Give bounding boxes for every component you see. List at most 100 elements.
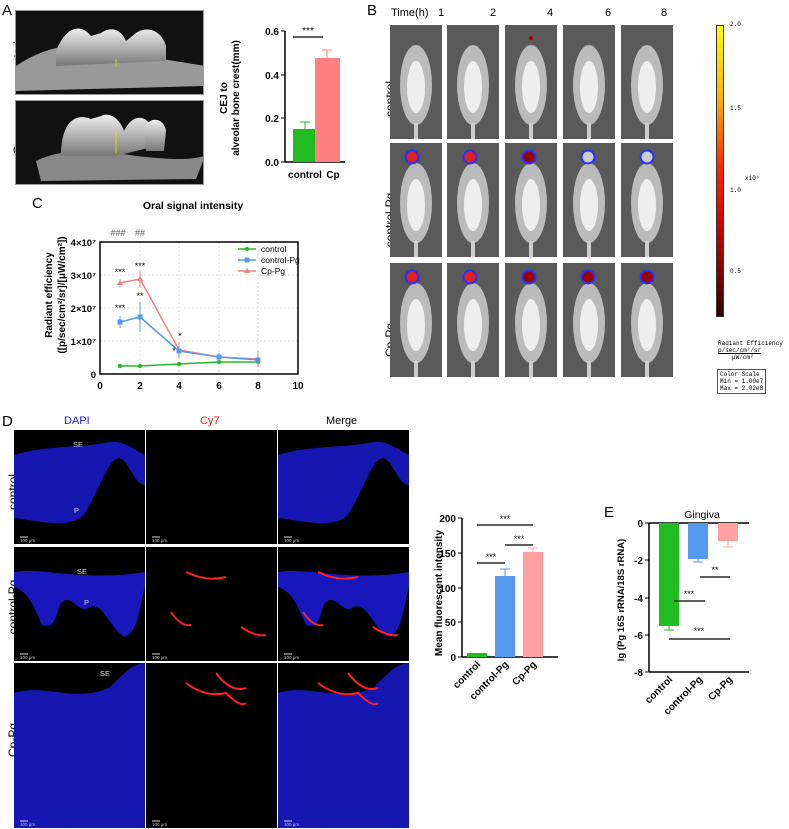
svg-text:0: 0 bbox=[91, 370, 96, 381]
svg-text:P: P bbox=[74, 506, 79, 515]
svg-text:100 μm: 100 μm bbox=[284, 655, 299, 660]
svg-text:0.0: 0.0 bbox=[265, 158, 279, 169]
ivis-mouse-image bbox=[505, 25, 557, 139]
y-axis-label: CEJ to alveolar bone crest(mm) bbox=[219, 40, 242, 156]
fluorescence-image: 100 μm bbox=[146, 547, 277, 661]
svg-text:##: ## bbox=[135, 228, 145, 238]
svg-text:###: ### bbox=[110, 228, 125, 238]
ivis-mouse-image bbox=[447, 143, 499, 257]
fluorescence-image: 100 μm bbox=[278, 547, 409, 661]
svg-text:Cp: Cp bbox=[326, 170, 339, 181]
panel-label-a: A bbox=[2, 2, 13, 19]
ivis-mouse-image bbox=[390, 25, 442, 139]
colorbar-title: Radiant Efficiency p/sec/cm²/sr μW/cm² bbox=[718, 340, 783, 361]
svg-text:4: 4 bbox=[176, 381, 182, 392]
svg-text:0.4: 0.4 bbox=[265, 71, 279, 82]
svg-text:100 μm: 100 μm bbox=[284, 822, 299, 827]
svg-text:100 μm: 100 μm bbox=[20, 538, 35, 543]
colorbar-multiplier: x10⁸ bbox=[745, 175, 760, 182]
svg-text:-2: -2 bbox=[634, 556, 643, 567]
svg-text:100 μm: 100 μm bbox=[284, 538, 299, 543]
svg-text:SE: SE bbox=[73, 440, 83, 449]
fluorescence-image: SE P 100 μm bbox=[14, 547, 145, 661]
svg-text:1×10⁷: 1×10⁷ bbox=[71, 337, 96, 348]
chart-a-cej-bar: CEJ to alveolar bone crest(mm) 0.0 0.2 0… bbox=[219, 26, 345, 181]
svg-text:***: *** bbox=[486, 552, 497, 562]
color-scale-box: Color Scale Min = 1.00e7 Max = 2.02e8 bbox=[717, 369, 767, 394]
svg-text:200: 200 bbox=[439, 515, 456, 525]
panel-label-c: C bbox=[32, 195, 43, 212]
panel-label-d: D bbox=[2, 413, 13, 430]
colorbar-tick-0.5: 0.5 bbox=[730, 268, 741, 275]
channel-label-dapi: DAPI bbox=[64, 415, 90, 427]
svg-text:6: 6 bbox=[216, 381, 222, 392]
fluorescence-image: 100 μm bbox=[278, 663, 409, 828]
svg-text:150: 150 bbox=[439, 549, 456, 560]
timepoint-1: 1 bbox=[438, 7, 445, 19]
svg-text:100 μm: 100 μm bbox=[20, 655, 35, 660]
ivis-mouse-image bbox=[563, 143, 615, 257]
svg-text:alveolar bone crest(mm): alveolar bone crest(mm) bbox=[231, 40, 242, 156]
svg-text:Mean fluorescent intensity: Mean fluorescent intensity bbox=[434, 529, 445, 656]
svg-text:-8: -8 bbox=[634, 668, 643, 679]
legend: control control-Pg Cp-Pg bbox=[238, 244, 300, 276]
ivis-mouse-image bbox=[621, 143, 673, 257]
svg-text:**: ** bbox=[136, 291, 144, 301]
svg-text:Cp-Pg: Cp-Pg bbox=[707, 674, 736, 703]
svg-text:***: *** bbox=[514, 534, 525, 544]
ivis-mouse-image bbox=[563, 263, 615, 377]
colorbar-tick-1.5: 1.5 bbox=[730, 105, 741, 112]
svg-text:([p/sec/cm²/sr]/[μW/cm²]): ([p/sec/cm²/sr]/[μW/cm²]) bbox=[57, 236, 68, 353]
svg-text:2: 2 bbox=[137, 381, 143, 392]
ivis-mouse-image bbox=[390, 143, 442, 257]
svg-text:Oral signal intensity: Oral signal intensity bbox=[143, 200, 244, 212]
svg-text:0: 0 bbox=[450, 653, 456, 664]
svg-text:-4: -4 bbox=[634, 594, 643, 605]
svg-text:Gingiva: Gingiva bbox=[684, 509, 720, 521]
svg-text:*: * bbox=[178, 331, 182, 341]
svg-text:***: *** bbox=[115, 267, 126, 277]
colorbar-tick-1.0: 1.0 bbox=[730, 187, 741, 194]
svg-text:**: ** bbox=[711, 565, 719, 575]
svg-text:100 μm: 100 μm bbox=[152, 655, 167, 660]
bar-cp bbox=[315, 58, 340, 162]
svg-text:10: 10 bbox=[292, 381, 304, 392]
svg-text:0.2: 0.2 bbox=[265, 114, 279, 125]
bar-control bbox=[293, 129, 318, 162]
y-axis-label: Radiant efficiency ([p/sec/cm²/sr]/[μW/c… bbox=[44, 236, 68, 353]
svg-text:8: 8 bbox=[255, 381, 261, 392]
ivis-mouse-image bbox=[447, 263, 499, 377]
svg-text:3×10⁷: 3×10⁷ bbox=[71, 271, 96, 282]
fluorescence-image: 100 μm bbox=[146, 663, 277, 828]
svg-text:P: P bbox=[84, 598, 89, 607]
svg-text:***: *** bbox=[684, 589, 695, 599]
chart-c-oral-signal-line: Oral signal intensity Radiant efficiency… bbox=[44, 200, 304, 392]
svg-text:Cp-Pg: Cp-Pg bbox=[261, 266, 285, 276]
svg-text:CEJ to: CEJ to bbox=[219, 82, 230, 114]
ivis-mouse-image bbox=[390, 263, 442, 377]
svg-text:100: 100 bbox=[439, 584, 456, 595]
svg-text:0.6: 0.6 bbox=[265, 27, 279, 38]
fluorescence-image: 100 μm bbox=[278, 430, 409, 544]
svg-text:control: control bbox=[288, 170, 322, 181]
colorbar-tick-2.0: 2.0 bbox=[730, 21, 741, 28]
ivis-mouse-image bbox=[621, 25, 673, 139]
svg-text:100 μm: 100 μm bbox=[152, 538, 167, 543]
timepoint-2: 2 bbox=[490, 7, 497, 19]
svg-text:***: *** bbox=[500, 515, 511, 524]
microct-image-cp bbox=[15, 100, 204, 185]
svg-text:Cp-Pg: Cp-Pg bbox=[511, 659, 540, 688]
ivis-mouse-image bbox=[563, 25, 615, 139]
fluorescence-image: 100 μm bbox=[146, 430, 277, 544]
svg-text:***: *** bbox=[135, 261, 146, 271]
panel-label-b: B bbox=[367, 2, 378, 19]
ivis-mouse-image bbox=[621, 263, 673, 377]
ivis-mouse-image bbox=[505, 263, 557, 377]
fluorescence-image: SE P 100 μm bbox=[14, 430, 145, 544]
svg-text:SE: SE bbox=[77, 567, 87, 576]
panel-label-e: E bbox=[604, 504, 615, 521]
timepoint-8: 8 bbox=[661, 7, 668, 19]
colorbar bbox=[716, 25, 724, 317]
chart-e-gingiva-bar: Gingiva lg (Pg 16S rRNA/18S rRNA) 0 -2 -… bbox=[616, 509, 749, 715]
svg-text:***: *** bbox=[115, 303, 126, 313]
